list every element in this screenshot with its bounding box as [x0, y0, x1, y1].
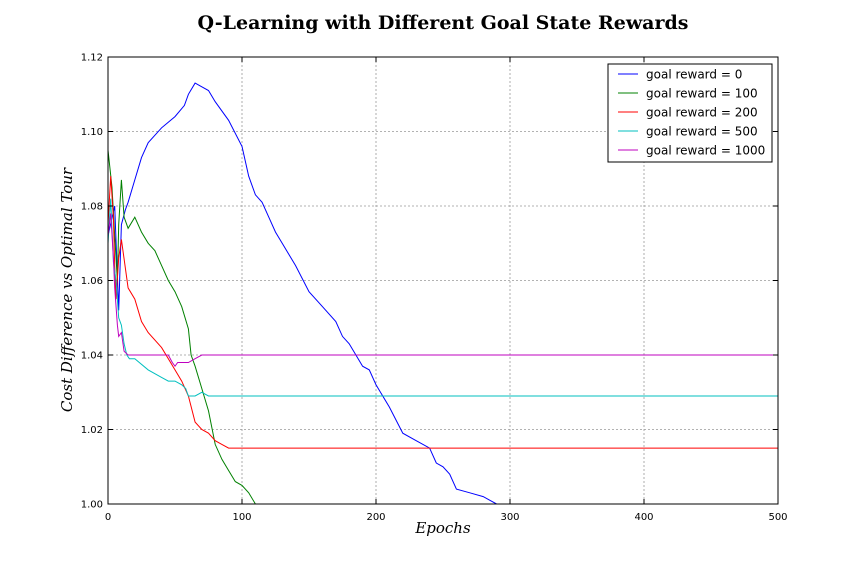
- chart-title: Q-Learning with Different Goal State Rew…: [197, 12, 689, 34]
- y-tick-label: 1.04: [81, 351, 103, 362]
- series-line-4: [107, 213, 778, 368]
- y-tick-label: 1.06: [81, 276, 103, 287]
- y-tick-label: 1.10: [81, 127, 103, 138]
- y-tick-label: 1.08: [81, 202, 103, 213]
- x-tick-label: 200: [366, 512, 385, 523]
- y-tick-label: 1.02: [81, 425, 103, 436]
- y-tick-label: 1.12: [81, 53, 103, 64]
- legend-label: goal reward = 1000: [646, 144, 765, 158]
- x-tick-label: 0: [105, 512, 111, 523]
- series-line-2: [107, 176, 778, 449]
- series-line-1: [107, 150, 778, 505]
- x-tick-label: 500: [768, 512, 787, 523]
- y-tick-label: 1.00: [81, 500, 103, 511]
- legend-label: goal reward = 100: [646, 87, 758, 101]
- x-axis-label: Epochs: [415, 519, 471, 537]
- legend-label: goal reward = 200: [646, 106, 758, 120]
- series-line-3: [107, 198, 778, 397]
- legend-box: [607, 63, 773, 163]
- legend-label: goal reward = 0: [646, 68, 742, 82]
- series-line-0: [107, 82, 778, 505]
- x-tick-label: 300: [500, 512, 519, 523]
- x-tick-label: 100: [232, 512, 251, 523]
- legend-label: goal reward = 500: [646, 125, 758, 139]
- x-tick-label: 400: [634, 512, 653, 523]
